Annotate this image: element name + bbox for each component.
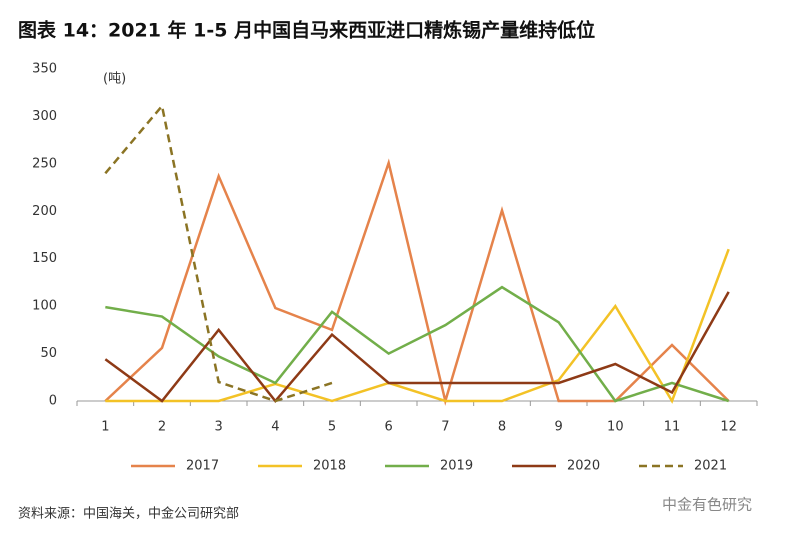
- y-tick-label: 150: [32, 251, 57, 266]
- y-tick-label: 200: [32, 204, 57, 219]
- x-tick-label: 4: [271, 420, 279, 435]
- y-tick-label: 250: [32, 156, 57, 171]
- y-tick-label: 50: [40, 346, 57, 361]
- x-tick-label: 7: [441, 420, 449, 435]
- x-tick-label: 10: [607, 420, 624, 435]
- y-tick-label: 300: [32, 109, 57, 124]
- chart-title: 图表 14：2021 年 1-5 月中国自马来西亚进口精炼锡产量维持低位: [18, 19, 595, 42]
- x-tick-label: 6: [385, 420, 393, 435]
- legend-label: 2019: [440, 459, 473, 474]
- series-line: [105, 248, 730, 404]
- x-tick-label: 2: [158, 420, 166, 435]
- x-tick-label: 9: [555, 420, 563, 435]
- series-line: [104, 158, 730, 406]
- x-tick-label: 3: [215, 420, 223, 435]
- legend-label: 2017: [186, 459, 219, 474]
- x-tick-label: 11: [664, 420, 681, 435]
- series-line: [104, 103, 333, 403]
- y-tick-label: 350: [32, 62, 57, 77]
- x-tick-label: 5: [328, 420, 336, 435]
- watermark: 中金有色研究: [662, 496, 752, 514]
- x-tick-label: 8: [498, 420, 506, 435]
- unit-label: (吨): [103, 72, 126, 87]
- legend-label: 2020: [567, 459, 600, 474]
- source-note: 资料来源：中国海关，中金公司研究部: [18, 506, 239, 522]
- series-line: [105, 285, 730, 403]
- legend-label: 2018: [313, 459, 346, 474]
- y-tick-label: 0: [49, 394, 57, 409]
- x-tick-label: 12: [720, 420, 737, 435]
- series-line: [104, 291, 730, 403]
- x-tick-label: 1: [101, 420, 109, 435]
- legend-label: 2021: [694, 459, 727, 474]
- y-tick-label: 100: [32, 299, 57, 314]
